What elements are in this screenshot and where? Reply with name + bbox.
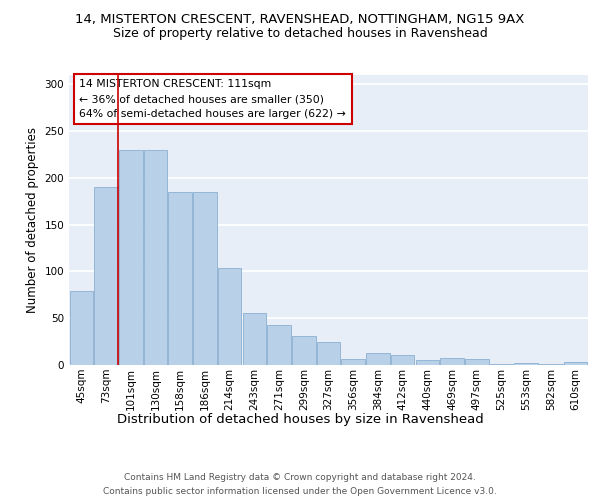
Bar xyxy=(564,362,587,365)
Text: Size of property relative to detached houses in Ravenshead: Size of property relative to detached ho… xyxy=(113,28,487,40)
Bar xyxy=(490,364,513,365)
Bar xyxy=(440,358,464,365)
Bar xyxy=(292,336,316,365)
Bar xyxy=(465,360,488,365)
Bar xyxy=(416,360,439,365)
Text: Distribution of detached houses by size in Ravenshead: Distribution of detached houses by size … xyxy=(116,412,484,426)
Bar xyxy=(144,150,167,365)
Bar xyxy=(242,312,266,365)
Bar xyxy=(514,363,538,365)
Bar xyxy=(317,342,340,365)
Bar xyxy=(94,188,118,365)
Bar xyxy=(218,268,241,365)
Bar xyxy=(119,150,143,365)
Text: Contains public sector information licensed under the Open Government Licence v3: Contains public sector information licen… xyxy=(103,488,497,496)
Bar xyxy=(70,291,93,365)
Text: 14 MISTERTON CRESCENT: 111sqm
← 36% of detached houses are smaller (350)
64% of : 14 MISTERTON CRESCENT: 111sqm ← 36% of d… xyxy=(79,80,346,119)
Text: 14, MISTERTON CRESCENT, RAVENSHEAD, NOTTINGHAM, NG15 9AX: 14, MISTERTON CRESCENT, RAVENSHEAD, NOTT… xyxy=(76,12,524,26)
Bar xyxy=(341,360,365,365)
Bar xyxy=(193,192,217,365)
Bar xyxy=(169,192,192,365)
Y-axis label: Number of detached properties: Number of detached properties xyxy=(26,127,39,313)
Text: Contains HM Land Registry data © Crown copyright and database right 2024.: Contains HM Land Registry data © Crown c… xyxy=(124,472,476,482)
Bar xyxy=(268,325,291,365)
Bar xyxy=(539,364,563,365)
Bar xyxy=(391,354,415,365)
Bar xyxy=(366,353,389,365)
